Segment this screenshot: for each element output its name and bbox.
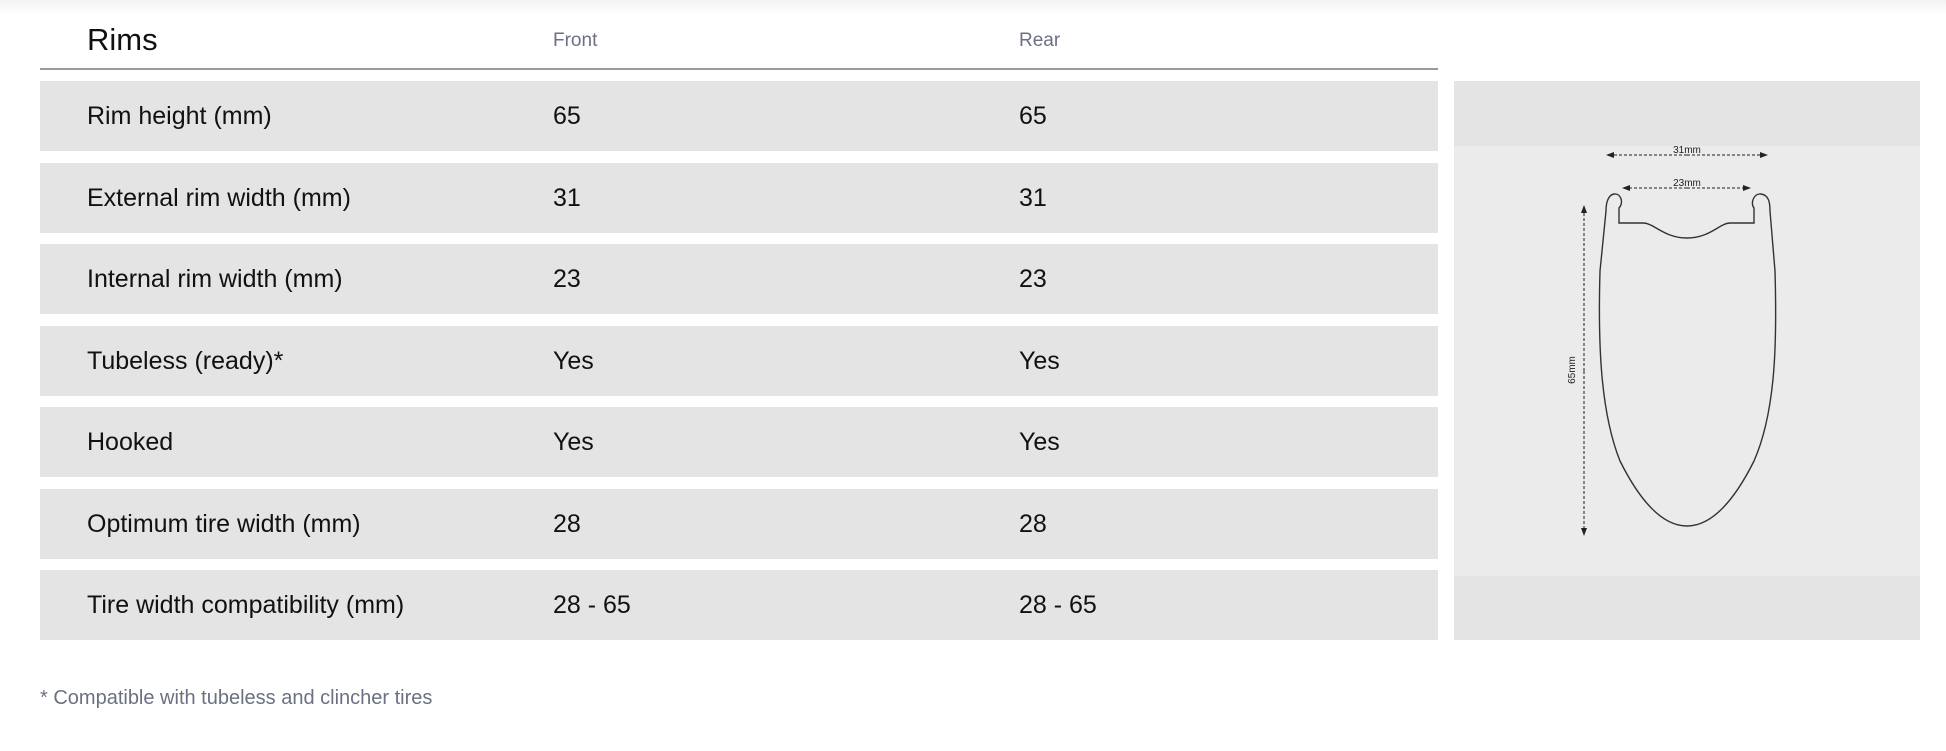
column-header-rear: Rear <box>1019 30 1061 51</box>
row-label: Internal rim width (mm) <box>87 265 343 293</box>
rear-value: 28 - 65 <box>1019 591 1097 619</box>
header-divider <box>40 68 1438 70</box>
height-dimension: 65mm <box>1567 205 1587 536</box>
column-header-front: Front <box>553 30 598 51</box>
table-row: External rim width (mm) 31 31 <box>40 163 1438 233</box>
table-row: Tubeless (ready)* Yes Yes <box>40 326 1438 396</box>
front-value: 23 <box>553 265 581 293</box>
footnote: * Compatible with tubeless and clincher … <box>40 687 433 709</box>
rear-value: 65 <box>1019 102 1047 130</box>
row-label: Optimum tire width (mm) <box>87 510 361 538</box>
table-row: Hooked Yes Yes <box>40 407 1438 477</box>
row-label: Tubeless (ready)* <box>87 347 284 375</box>
internal-width-label: 23mm <box>1673 178 1701 189</box>
height-label: 65mm <box>1567 356 1578 384</box>
table-row: Optimum tire width (mm) 28 28 <box>40 489 1438 559</box>
rim-outline <box>1598 193 1777 527</box>
front-value: 31 <box>553 184 581 212</box>
front-value: 28 <box>553 510 581 538</box>
external-width-label: 31mm <box>1673 145 1701 156</box>
rim-profile-diagram: 31mm 23mm 65mm <box>1454 81 1920 640</box>
internal-width-dimension: 23mm <box>1622 178 1751 191</box>
rear-value: 28 <box>1019 510 1047 538</box>
front-value: Yes <box>553 428 594 456</box>
row-label: External rim width (mm) <box>87 184 351 212</box>
rear-value: 23 <box>1019 265 1047 293</box>
row-label: Rim height (mm) <box>87 102 272 130</box>
external-width-dimension: 31mm <box>1606 145 1768 158</box>
front-value: 65 <box>553 102 581 130</box>
diagram-background <box>1454 146 1920 576</box>
table-row: Tire width compatibility (mm) 28 - 65 28 -… <box>40 570 1438 640</box>
row-label: Hooked <box>87 428 174 456</box>
section-title: Rims <box>87 22 158 57</box>
table-row: Internal rim width (mm) 23 23 <box>40 244 1438 314</box>
table-row: Rim height (mm) 65 65 <box>40 81 1438 151</box>
rear-value: Yes <box>1019 428 1060 456</box>
rear-value: 31 <box>1019 184 1047 212</box>
rear-value: Yes <box>1019 347 1060 375</box>
front-value: Yes <box>553 347 594 375</box>
top-shadow <box>0 0 1946 14</box>
front-value: 28 - 65 <box>553 591 631 619</box>
row-label: Tire width compatibility (mm) <box>87 591 405 619</box>
